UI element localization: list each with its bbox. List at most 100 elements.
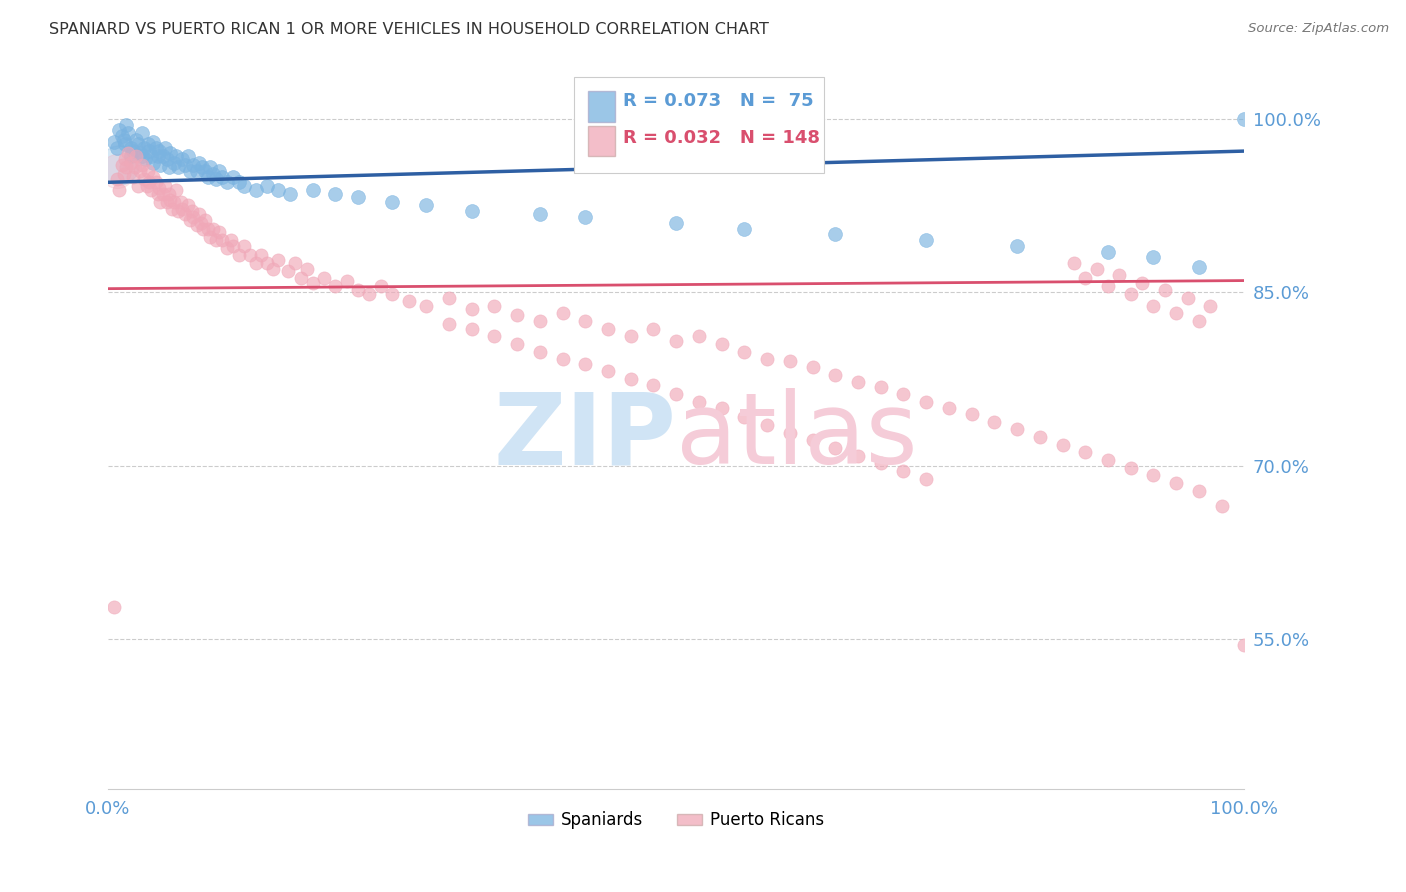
Point — [179, 163, 201, 178]
Point — [381, 194, 404, 209]
Point — [688, 329, 710, 343]
Point — [301, 276, 323, 290]
Point — [128, 163, 150, 178]
Point — [1130, 276, 1153, 290]
Point — [301, 183, 323, 197]
Point — [219, 233, 242, 247]
Point — [138, 175, 160, 189]
Point — [190, 216, 212, 230]
Point — [108, 123, 131, 137]
Point — [312, 271, 335, 285]
Point — [370, 279, 392, 293]
Point — [1074, 271, 1097, 285]
Point — [145, 175, 167, 189]
Point — [228, 248, 250, 262]
Point — [415, 299, 437, 313]
Point — [756, 352, 779, 367]
Point — [1052, 438, 1074, 452]
Point — [208, 163, 231, 178]
Point — [1153, 283, 1175, 297]
Point — [596, 364, 619, 378]
Point — [1029, 429, 1052, 443]
Point — [415, 198, 437, 212]
Point — [211, 169, 233, 184]
Point — [779, 426, 801, 441]
Point — [187, 155, 209, 169]
Point — [165, 149, 187, 163]
Point — [347, 283, 370, 297]
Point — [1142, 467, 1164, 482]
Point — [1097, 244, 1119, 259]
Point — [201, 221, 224, 235]
Point — [163, 155, 186, 169]
Point — [112, 167, 135, 181]
Point — [779, 354, 801, 368]
Point — [194, 213, 217, 227]
Point — [938, 401, 960, 415]
Point — [136, 137, 159, 152]
Point — [506, 308, 529, 322]
Point — [217, 175, 239, 189]
Point — [437, 318, 460, 332]
Point — [149, 194, 172, 209]
Point — [620, 372, 643, 386]
Point — [141, 149, 163, 163]
Point — [295, 262, 318, 277]
Point — [1211, 499, 1233, 513]
Point — [131, 149, 153, 163]
Point — [1074, 444, 1097, 458]
Point — [125, 132, 148, 146]
Point — [112, 132, 135, 146]
Point — [267, 252, 290, 267]
Point — [323, 186, 346, 201]
Point — [245, 183, 267, 197]
Point — [145, 140, 167, 154]
FancyBboxPatch shape — [574, 78, 824, 172]
Point — [200, 229, 222, 244]
Point — [915, 472, 938, 486]
Point — [915, 395, 938, 409]
Point — [153, 140, 176, 154]
Point — [233, 239, 256, 253]
Point — [217, 241, 239, 255]
Point — [1199, 299, 1222, 313]
Point — [710, 337, 733, 351]
Point — [733, 409, 755, 424]
Point — [197, 169, 219, 184]
Point — [152, 149, 174, 163]
Point — [131, 158, 153, 172]
Point — [122, 144, 145, 158]
Point — [136, 163, 159, 178]
Point — [105, 140, 128, 154]
Point — [551, 352, 574, 367]
Text: ZIP: ZIP — [494, 388, 676, 485]
Point — [111, 129, 134, 144]
Point — [125, 149, 148, 163]
Point — [643, 322, 665, 336]
Point — [187, 206, 209, 220]
Point — [347, 190, 370, 204]
Point — [284, 256, 307, 270]
Point — [165, 183, 187, 197]
Point — [574, 210, 596, 224]
Point — [163, 194, 186, 209]
Point — [733, 345, 755, 359]
Point — [157, 186, 180, 201]
Point — [197, 221, 219, 235]
Point — [148, 144, 170, 158]
Point — [205, 233, 228, 247]
Point — [127, 178, 149, 193]
Point — [170, 202, 193, 216]
Point — [222, 169, 245, 184]
Point — [869, 456, 891, 470]
Point — [157, 161, 180, 175]
Point — [146, 186, 169, 201]
Point — [1188, 260, 1211, 274]
Text: atlas: atlas — [676, 388, 918, 485]
Point — [245, 256, 267, 270]
Point — [141, 183, 163, 197]
Point — [323, 279, 346, 293]
Point — [960, 407, 983, 421]
Point — [801, 360, 824, 375]
Point — [142, 169, 165, 184]
